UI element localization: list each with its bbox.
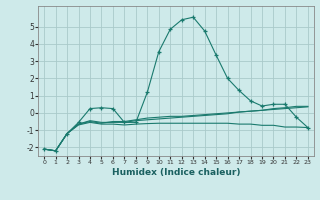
X-axis label: Humidex (Indice chaleur): Humidex (Indice chaleur) <box>112 168 240 177</box>
